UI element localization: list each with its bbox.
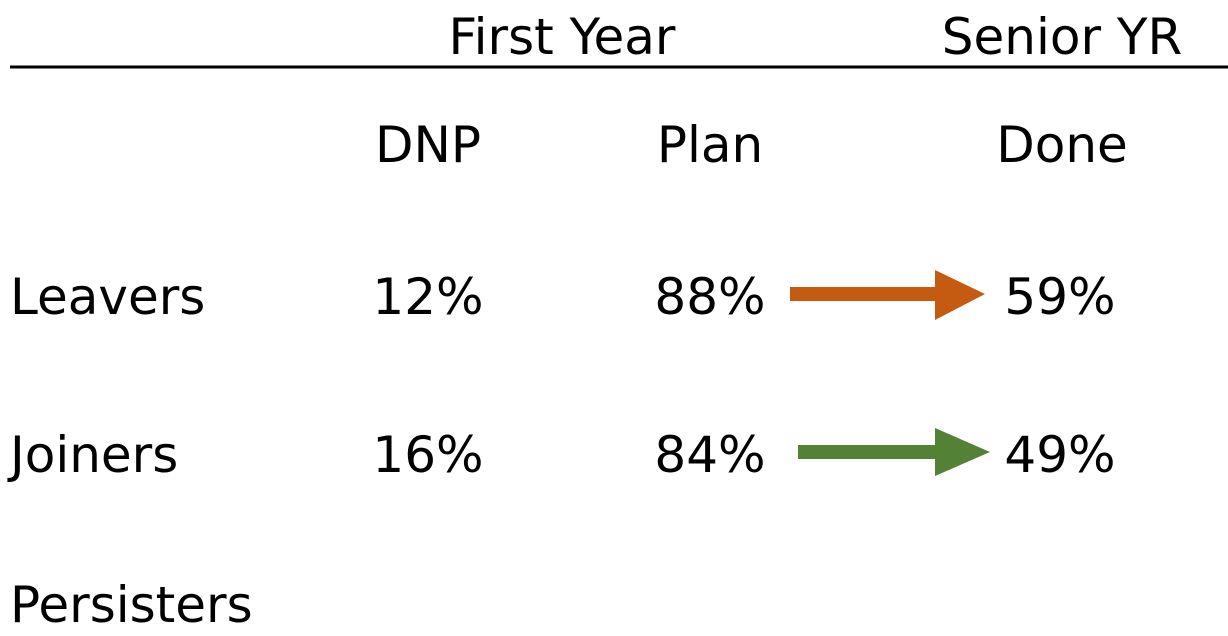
row-label: Joiners <box>10 426 179 484</box>
arrow-joiners <box>798 428 990 476</box>
cell: 88% <box>654 268 766 326</box>
group-header: First Year <box>448 8 676 66</box>
group-header: Senior YR <box>941 8 1183 66</box>
row-label: Persisters <box>10 576 253 634</box>
cell: 59% <box>1004 268 1116 326</box>
column-header: DNP <box>374 116 482 174</box>
cell: 49% <box>1004 426 1116 484</box>
cell: 16% <box>372 426 484 484</box>
column-header: Done <box>996 116 1128 174</box>
cell: 84% <box>654 426 766 484</box>
row-label: Leavers <box>10 268 206 326</box>
cell: 12% <box>372 268 484 326</box>
arrow-leavers <box>790 270 985 320</box>
column-header: Plan <box>656 116 764 174</box>
